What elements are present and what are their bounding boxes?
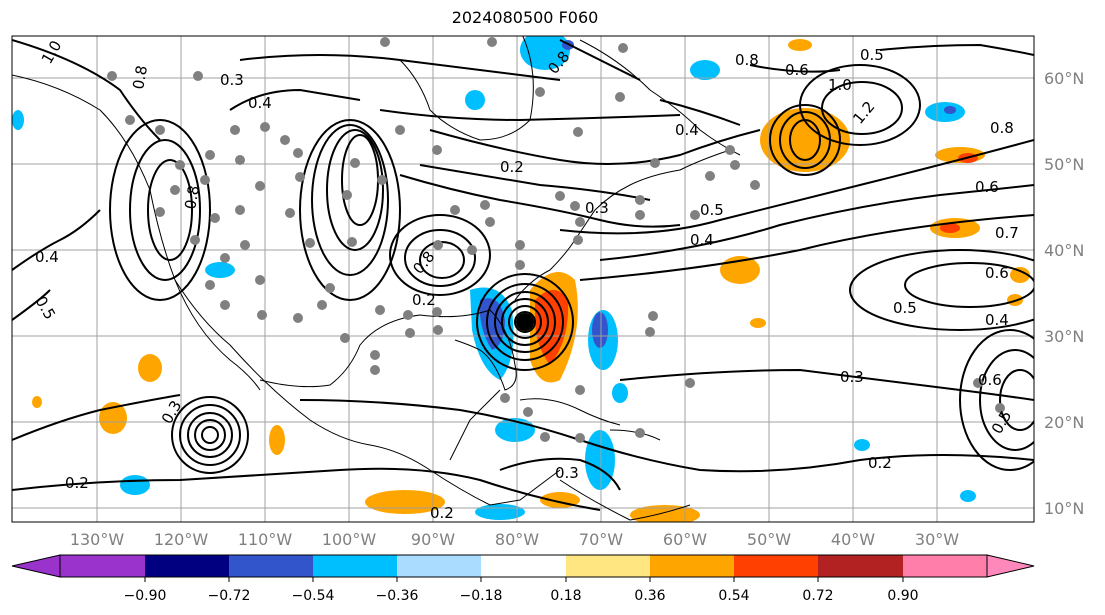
colorbar-segment [650,555,734,577]
contour-label: 0.4 [690,231,714,249]
colorbar-segment [313,555,397,577]
lon-label: 70°W [579,530,623,549]
lat-label: 30°N [1044,327,1084,346]
colorbar-extend-left [11,554,61,578]
station-markers [107,37,1005,443]
colorbar-segment [60,555,145,577]
contour-label: 1.0 [828,76,852,94]
contour-label: 0.3 [840,368,864,386]
contour-label: 0.4 [35,248,59,266]
contour-label: 0.2 [868,454,892,472]
lon-label: 120°W [154,530,209,549]
lat-label: 40°N [1044,241,1084,260]
colorbar-tick-label: −0.36 [376,588,419,604]
lon-label: 60°W [663,530,707,549]
storm-center-marker [516,313,534,331]
lon-label: 40°W [831,530,875,549]
colorbar-tick-label: 0.54 [718,588,749,604]
contour-label: 0.6 [985,264,1009,282]
contour-label: 0.5 [700,201,724,219]
contour-label: 0.6 [978,371,1002,389]
lon-label: 50°W [747,530,791,549]
lon-label: 30°W [915,530,959,549]
contour-label: 0.3 [555,464,579,482]
contour-label: 0.5 [988,407,1016,437]
colorbar: −0.90 −0.72 −0.54 −0.36 −0.18 0.18 0.36 … [11,554,1035,604]
contour-label: 1.2 [849,98,878,128]
lat-label: 60°N [1044,69,1084,88]
shaded-fields [12,36,1030,522]
colorbar-extend-right [986,554,1035,578]
contour-label: 0.2 [65,474,89,492]
contour-label: 0.2 [430,504,454,522]
coastlines [12,36,741,521]
contour-label: 0.6 [975,178,999,196]
colorbar-segment [397,555,481,577]
colorbar-segment [229,555,313,577]
contour-label: 0.5 [860,46,884,64]
contour-label: 0.8 [990,119,1014,137]
map-title: 2024080500 F060 [451,8,599,27]
map-frame [11,35,1035,523]
contour-label: 0.2 [412,291,436,309]
lon-label: 80°W [495,530,539,549]
contour-label: 0.8 [181,184,203,211]
lat-label: 10°N [1044,499,1084,518]
longitude-labels: 130°W 120°W 110°W 100°W 90°W 80°W 70°W 6… [70,530,959,549]
lon-label: 90°W [411,530,455,549]
contour-label: 1.0 [38,37,66,67]
colorbar-segment [481,555,566,577]
lon-label: 130°W [70,530,125,549]
colorbar-segment [903,555,987,577]
lon-label: 110°W [238,530,293,549]
colorbar-segment [734,555,818,577]
contour-label: 0.8 [735,51,759,69]
colorbar-segment [145,555,229,577]
colorbar-tick-label: −0.18 [460,588,503,604]
colorbar-tick-label: 0.18 [550,588,581,604]
contour-label-group: 1.0 0.8 0.3 0.4 0.6 0.8 1.0 1.2 0.8 0.5 … [32,37,1019,522]
colorbar-tick-label: −0.72 [208,588,251,604]
contour-label: 0.6 [785,61,809,79]
contour-label: 0.8 [129,64,151,91]
colorbar-tick-label: 0.36 [634,588,665,604]
contour-label: 0.2 [500,158,524,176]
lon-label: 100°W [322,530,377,549]
contour-label: 0.8 [409,248,438,278]
colorbar-tick-label: −0.90 [124,588,167,604]
colorbar-tick-label: 0.72 [802,588,833,604]
contour-label: 0.7 [995,224,1019,242]
contour-lines [12,39,1034,511]
colorbar-tick-label: 0.90 [887,588,918,604]
lat-label: 20°N [1044,413,1084,432]
contour-label: 0.4 [675,121,699,139]
contour-label: 0.5 [32,293,60,323]
lat-label: 50°N [1044,155,1084,174]
contour-label: 0.4 [985,311,1009,329]
latitude-labels: 60°N 50°N 40°N 30°N 20°N 10°N [1044,69,1084,518]
contour-label: 0.3 [585,199,609,217]
contour-label: 0.4 [248,94,272,112]
colorbar-segment [818,555,903,577]
contour-label: 0.3 [220,71,244,89]
colorbar-segment [566,555,650,577]
contour-label: 0.5 [893,299,917,317]
colorbar-tick-label: −0.54 [292,588,335,604]
